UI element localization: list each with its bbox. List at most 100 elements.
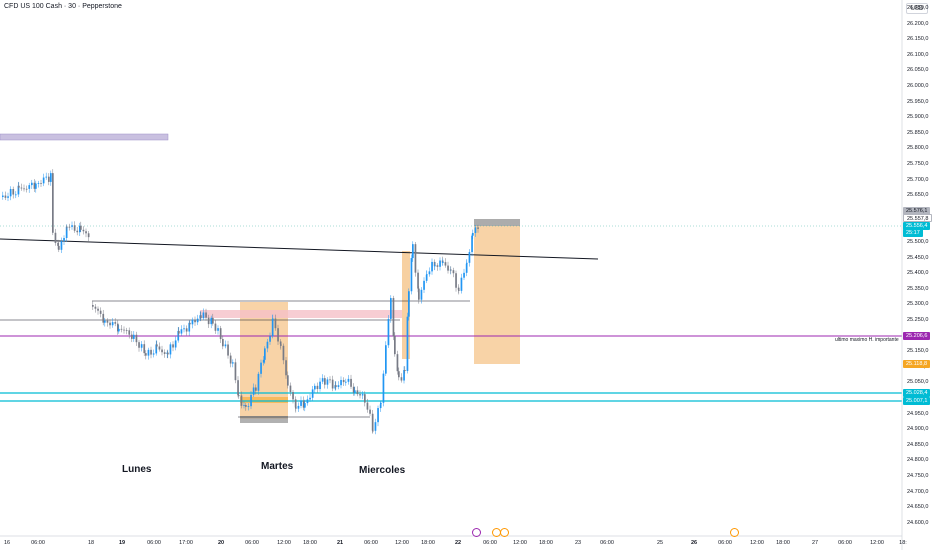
candle-body: [319, 381, 321, 390]
price-tick-label: 24.700,0: [907, 488, 929, 495]
candle-body: [205, 312, 207, 318]
candle-body: [63, 237, 65, 242]
resistance-zone: [200, 310, 402, 318]
candle-body: [191, 319, 194, 325]
candle-body: [224, 344, 227, 347]
time-tick-label: 06:00: [838, 540, 852, 546]
candle-body: [202, 312, 205, 319]
candle-body: [102, 313, 105, 323]
candle-body: [271, 318, 274, 337]
time-tick-label: 20: [217, 540, 225, 546]
candle-body: [42, 177, 45, 184]
candle-body: [114, 322, 117, 324]
candle-body: [468, 252, 471, 263]
candle-body: [392, 298, 395, 337]
candle-body: [65, 226, 68, 238]
countdown-tag: 25:17: [903, 229, 923, 237]
candle-body: [169, 344, 172, 355]
candle-body: [79, 225, 81, 233]
candle-body: [252, 387, 255, 395]
time-tick-label: 12:00: [513, 540, 527, 546]
chart-title: CFD US 100 Cash · 30 · Pepperstone: [4, 3, 122, 10]
candle-body: [396, 354, 399, 372]
candle-body: [118, 328, 120, 332]
projection-zone: [474, 226, 520, 364]
time-tick-label: 18:00: [421, 540, 435, 546]
candle-body: [131, 334, 133, 339]
candle-body: [128, 330, 131, 335]
candle-body: [125, 330, 128, 331]
candle-body: [33, 182, 36, 189]
candle-body: [387, 318, 390, 346]
candle-body: [4, 195, 7, 198]
price-tick-label: 24.900,0: [907, 426, 929, 433]
price-tag-top: 25.576,1: [903, 207, 931, 215]
time-tick-label: 17:00: [179, 540, 193, 546]
candle-body: [25, 188, 28, 190]
candle-body: [412, 244, 414, 259]
time-tick-label: 18:00: [539, 540, 553, 546]
flag-icon[interactable]: [730, 528, 739, 537]
price-tick-label: 25.950,0: [907, 98, 929, 105]
time-tick-label: 18:00: [776, 540, 790, 546]
candle-body: [406, 316, 409, 371]
time-tick-label: 18:: [899, 540, 907, 546]
candle-body: [458, 289, 460, 291]
candle-body: [425, 274, 428, 281]
candle-body: [156, 344, 158, 347]
price-tick-label: 24.950,0: [907, 410, 929, 417]
candle-body: [285, 360, 287, 376]
candle-body: [155, 344, 158, 354]
candle-body: [465, 263, 468, 273]
martes-zone-band: [240, 397, 288, 403]
candle-body: [85, 231, 87, 234]
candle-body: [394, 336, 396, 355]
candle-body: [257, 373, 260, 391]
candle-body: [260, 362, 262, 374]
candle-body: [280, 344, 282, 346]
candle-body: [133, 334, 135, 339]
candle-body: [434, 265, 436, 267]
candle-body: [111, 322, 114, 326]
candle-body: [214, 323, 217, 331]
event-icon[interactable]: [472, 528, 481, 537]
price-tick-label: 25.450,0: [907, 254, 929, 261]
candle-body: [294, 399, 297, 408]
flag-icon[interactable]: [500, 528, 509, 537]
candle-body: [18, 185, 20, 188]
candle-body: [266, 341, 269, 349]
candle-body: [12, 188, 15, 195]
price-tick-label: 25.750,0: [907, 161, 929, 167]
time-tick-label: 18: [87, 540, 95, 546]
candle-body: [20, 187, 23, 189]
candle-body: [58, 245, 60, 250]
candle-body: [250, 394, 252, 407]
candle-body: [40, 183, 42, 184]
candle-body: [442, 262, 444, 263]
time-tick-label: 06:00: [718, 540, 732, 546]
candle-body: [210, 317, 213, 325]
candle-body: [347, 378, 350, 382]
currency-button[interactable]: USD: [906, 3, 928, 14]
candle-body: [50, 173, 52, 182]
candle-body: [138, 342, 140, 348]
candle-body: [342, 379, 345, 383]
candle-body: [174, 340, 177, 348]
candle-body: [23, 188, 25, 190]
candle-body: [94, 306, 97, 309]
candle-body: [71, 225, 73, 227]
candle-body: [410, 258, 413, 292]
time-tick-label: 06:00: [31, 540, 45, 546]
time-tick-label: 16: [3, 540, 11, 546]
candle-body: [104, 320, 106, 323]
candle-body: [420, 289, 423, 300]
price-tick-label: 24.600,0: [907, 519, 929, 526]
candle-body: [54, 232, 57, 243]
miercoles-zone: [402, 251, 410, 359]
candle-body: [471, 235, 473, 253]
time-tick-label: 06:00: [147, 540, 161, 546]
candle-body: [207, 317, 210, 325]
candle-body: [371, 413, 374, 431]
